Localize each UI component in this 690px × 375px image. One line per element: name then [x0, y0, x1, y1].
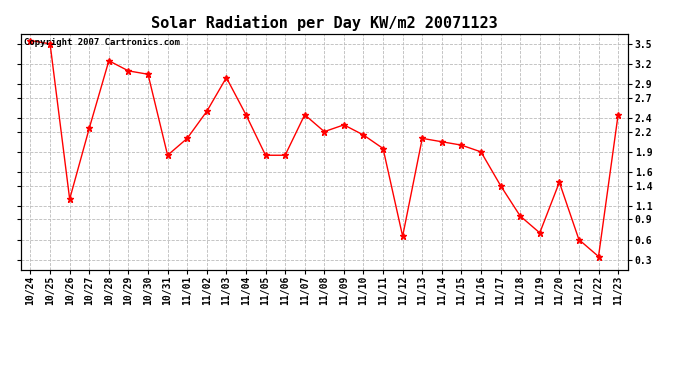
Text: Copyright 2007 Cartronics.com: Copyright 2007 Cartronics.com	[23, 39, 179, 48]
Title: Solar Radiation per Day KW/m2 20071123: Solar Radiation per Day KW/m2 20071123	[151, 15, 497, 31]
